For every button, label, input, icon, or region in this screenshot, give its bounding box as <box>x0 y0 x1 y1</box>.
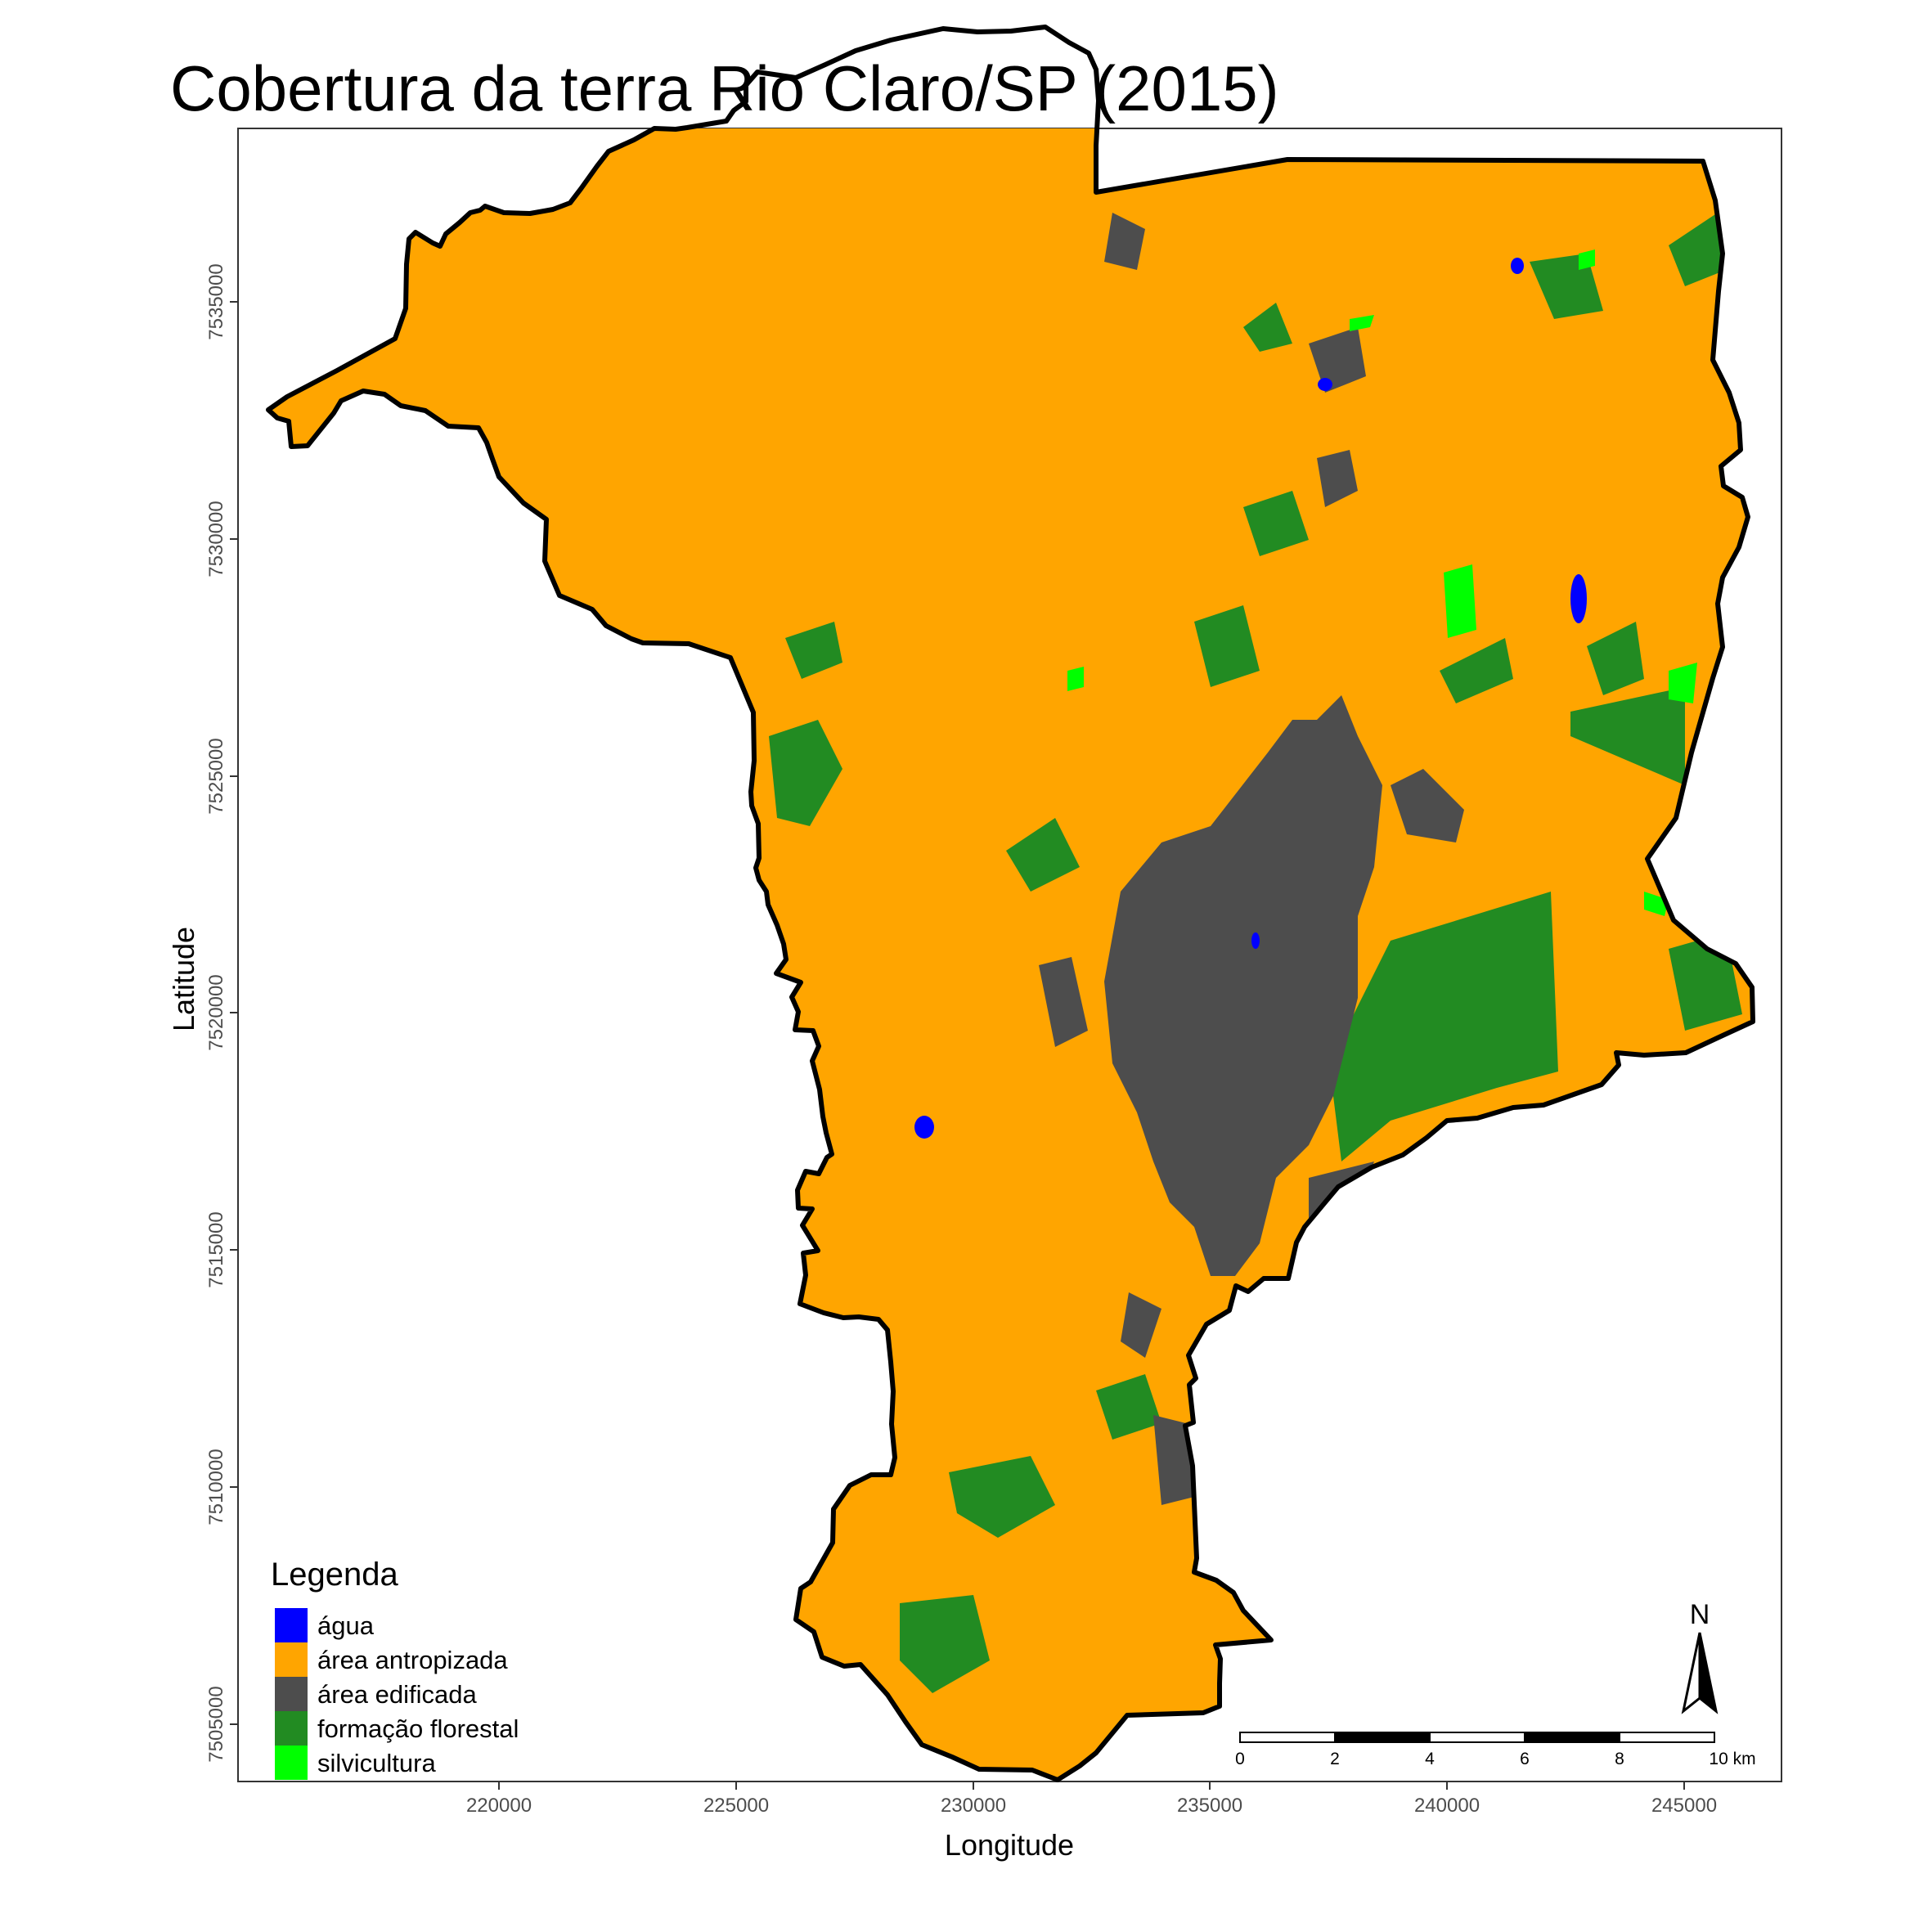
silviculture-patch <box>1579 249 1595 270</box>
scale-segment <box>1239 1732 1336 1743</box>
forest-patch <box>1243 303 1292 352</box>
legend-swatch-agua <box>275 1608 308 1642</box>
scale-label: 8 <box>1615 1750 1624 1768</box>
built-patch <box>1317 450 1358 507</box>
forest-patch <box>769 720 842 826</box>
municipality-boundary <box>266 25 1755 1782</box>
legend-swatch-florestal <box>275 1711 308 1746</box>
water-reservoir <box>1511 258 1524 274</box>
legend-label: formação florestal <box>317 1714 519 1743</box>
legend-swatch-antropizada <box>275 1642 308 1677</box>
x-tick-label: 230000 <box>941 1795 1006 1817</box>
x-tick-label: 240000 <box>1414 1795 1480 1817</box>
forest-patch <box>900 1595 990 1693</box>
built-patch <box>1153 1415 1194 1505</box>
forest-patch <box>1570 687 1685 785</box>
scale-label: 6 <box>1520 1750 1530 1768</box>
y-tick-label: 7525000 <box>205 738 227 814</box>
silviculture-patch <box>1067 667 1084 691</box>
forest-patch <box>785 622 842 679</box>
legend-label: área antropizada <box>317 1646 508 1674</box>
forest-patch <box>1669 213 1726 286</box>
y-tick-label: 7515000 <box>205 1211 227 1287</box>
x-tick-label: 220000 <box>466 1795 532 1817</box>
forest-patch <box>1096 1374 1161 1440</box>
map-title: Cobertura da terra Rio Claro/SP (2015) <box>170 52 1279 124</box>
legend-swatch-silvicultura <box>275 1746 308 1780</box>
y-tick-label: 7510000 <box>205 1449 227 1525</box>
x-tick-label: 245000 <box>1651 1795 1717 1817</box>
legend-label: silvicultura <box>317 1749 436 1777</box>
y-tick-label: 7505000 <box>205 1686 227 1762</box>
x-axis: 220000 225000 230000 235000 240000 24500… <box>466 1781 1717 1817</box>
y-axis: 7535000 7530000 7525000 7520000 7515000 … <box>205 263 238 1763</box>
forest-patch <box>1006 818 1080 892</box>
area-edificada-patches <box>1039 213 1464 1505</box>
forest-patch <box>949 1456 1055 1538</box>
legend-label: água <box>317 1611 375 1640</box>
water-reservoir <box>914 1116 934 1139</box>
y-tick-label: 7530000 <box>205 501 227 577</box>
silviculture-patch <box>1350 315 1374 331</box>
forest-patch <box>1587 622 1644 695</box>
silvicultura-patches <box>1067 249 1697 916</box>
water-reservoir <box>1570 574 1587 623</box>
water-reservoir <box>1318 378 1332 391</box>
scale-bar: 0 2 4 6 8 10 km <box>1235 1732 1756 1768</box>
silviculture-patch <box>1669 663 1697 703</box>
scale-label: 0 <box>1235 1750 1245 1768</box>
legend-swatch-edificada <box>275 1677 308 1711</box>
built-patch <box>1121 1292 1161 1358</box>
y-tick-label: 7520000 <box>205 974 227 1050</box>
water-reservoir <box>1251 932 1260 949</box>
built-patch <box>1309 327 1366 393</box>
scale-segment <box>1429 1732 1525 1743</box>
forest-patch <box>1194 605 1260 687</box>
built-patch <box>1104 695 1382 1276</box>
north-arrow-right-half <box>1698 1632 1719 1714</box>
legend-title: Legenda <box>271 1557 398 1593</box>
north-label: N <box>1690 1599 1710 1630</box>
built-patch <box>1104 213 1145 270</box>
forest-patch <box>1440 638 1513 703</box>
x-axis-title: Longitude <box>945 1828 1074 1862</box>
scale-segment <box>1524 1732 1620 1743</box>
forest-patch <box>1243 491 1309 556</box>
silviculture-patch <box>1444 564 1476 638</box>
y-tick-label: 7535000 <box>205 263 227 339</box>
built-patch <box>1391 769 1464 842</box>
scale-label: 2 <box>1330 1750 1340 1768</box>
scale-label: 10 km <box>1709 1750 1755 1768</box>
built-patch <box>1039 957 1088 1047</box>
legend-label: área edificada <box>317 1680 478 1709</box>
scale-segment <box>1334 1732 1431 1743</box>
forest-patch <box>1530 254 1603 319</box>
y-axis-title: Latitude <box>167 927 200 1031</box>
north-arrow: N <box>1681 1599 1719 1714</box>
x-tick-label: 235000 <box>1177 1795 1242 1817</box>
scale-label: 4 <box>1425 1750 1435 1768</box>
legend: Legenda água área antropizada área edifi… <box>271 1557 519 1780</box>
x-tick-label: 225000 <box>703 1795 769 1817</box>
forest-patch <box>1329 892 1558 1161</box>
scale-segment <box>1619 1732 1715 1743</box>
